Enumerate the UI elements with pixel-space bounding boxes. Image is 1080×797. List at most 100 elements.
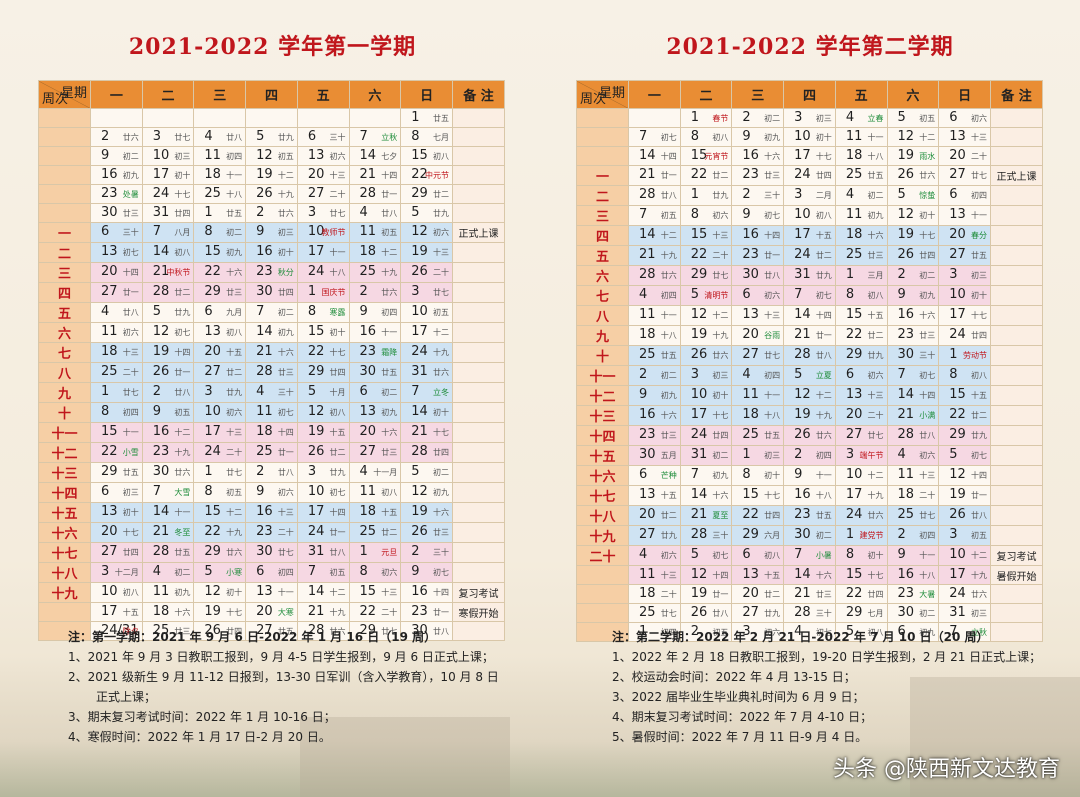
date-number: 20 bbox=[204, 344, 221, 359]
day-cell: 29 廿六 bbox=[193, 542, 247, 563]
lunar-label: 十七 bbox=[433, 428, 449, 437]
row-note bbox=[452, 542, 505, 563]
lunar-label: 十九 bbox=[712, 331, 729, 340]
date-number: 5 bbox=[256, 129, 265, 144]
date-number: 22 bbox=[690, 167, 708, 182]
date-number: 13 bbox=[101, 244, 118, 259]
date-number: 13 bbox=[101, 504, 118, 519]
lunar-label: 劳动节 bbox=[963, 351, 987, 360]
lunar-label: 清明节 bbox=[704, 291, 729, 300]
lunar-label: 十四 bbox=[174, 348, 191, 357]
day-cell: 8 初四 bbox=[90, 402, 143, 423]
lunar-label: 立夏 bbox=[815, 371, 832, 380]
corner-header: 星期 周次 bbox=[38, 80, 91, 109]
date-number: 7 bbox=[411, 384, 420, 399]
lunar-label: 三月 bbox=[867, 271, 884, 280]
day-cell: 24/31 除夕 bbox=[90, 621, 143, 641]
lunar-label: 廿一 bbox=[660, 171, 677, 180]
day-cell: 18 十五 bbox=[348, 502, 402, 523]
calendar-row: 十七 27 廿四 28 廿五 29 廿六 30 廿七 31 廿八 1 元旦 2 三十 bbox=[38, 542, 505, 563]
day-cell: 12 十四 bbox=[679, 565, 733, 585]
week-number: 十八 bbox=[38, 562, 91, 583]
day-cell: 6 芒种 bbox=[628, 465, 681, 486]
day-cell: 2 初二 bbox=[886, 265, 940, 286]
day-cell: 28 廿八 bbox=[783, 345, 836, 366]
day-cell: 11 初九 bbox=[834, 205, 888, 226]
day-cell: 11 初五 bbox=[348, 222, 402, 243]
lunar-label: 八月 bbox=[174, 228, 191, 237]
day-cell: 22 十六 bbox=[193, 262, 247, 283]
date-number: 14 bbox=[152, 244, 170, 259]
lunar-label: 廿九 bbox=[764, 609, 781, 618]
date-number: 18 bbox=[152, 604, 170, 619]
lunar-label: 廿三 bbox=[660, 431, 677, 440]
row-note bbox=[452, 184, 505, 204]
day-cell: 2 初二 bbox=[628, 365, 681, 386]
lunar-label: 廿三 bbox=[433, 528, 449, 537]
lunar-label: 七月 bbox=[867, 609, 884, 618]
lunar-label: 元旦 bbox=[381, 548, 398, 557]
lunar-label: 十一 bbox=[226, 171, 243, 180]
date-number: 27 bbox=[256, 623, 273, 638]
lunar-label: 初四 bbox=[815, 451, 832, 460]
day-cell: 1 初四 bbox=[628, 622, 681, 642]
day-cell: 9 初九 bbox=[731, 127, 785, 147]
date-number: 29 bbox=[411, 186, 428, 201]
date-number: 18 bbox=[639, 327, 656, 342]
date-number: 22 bbox=[690, 247, 708, 262]
week-number: 一 bbox=[38, 222, 91, 243]
calendar-row: 7 初七 8 初八 9 初九 10 初十 11 十一 12 十二 13 十三 bbox=[576, 127, 1043, 147]
date-number: 13 bbox=[742, 307, 759, 322]
row-note bbox=[452, 262, 505, 283]
row-note bbox=[452, 242, 505, 263]
week-number bbox=[576, 584, 629, 604]
week-number: 十七 bbox=[38, 542, 91, 563]
day-header: 五 bbox=[834, 80, 888, 109]
day-cell: 27 二十 bbox=[296, 184, 350, 204]
calendar-row: 十四 6 初三 7 大雪 8 初五 9 初六 10 初七 11 初八 12 初九 bbox=[38, 482, 505, 503]
lunar-label: 廿七 bbox=[277, 548, 294, 557]
date-number: 3 bbox=[794, 187, 803, 202]
calendar-row: 三 7 初五 8 初六 9 初七 10 初八 11 初九 12 初十 13 十一 bbox=[576, 205, 1043, 226]
date-number: 15 bbox=[101, 424, 118, 439]
lunar-label: 廿八 bbox=[764, 271, 781, 280]
day-cell: 13 初七 bbox=[90, 242, 143, 263]
lunar-label: 廿二 bbox=[329, 448, 346, 457]
day-cell: 8 初二 bbox=[193, 222, 247, 243]
day-cell: 26 十九 bbox=[245, 184, 298, 204]
date-number: 24/31 bbox=[101, 623, 139, 638]
lunar-label: 二十 bbox=[329, 190, 346, 199]
date-number: 26 bbox=[152, 364, 170, 379]
date-number: 12 bbox=[690, 567, 708, 582]
calendar-row: 30 廿三 31 廿四 1 廿五 2 廿六 3 廿七 4 廿八 5 廿九 bbox=[38, 203, 505, 223]
day-cell: 16 十八 bbox=[783, 485, 836, 506]
date-number: 25 bbox=[152, 623, 170, 638]
date-number: 23 bbox=[897, 586, 915, 601]
day-cell: 12 十四 bbox=[938, 465, 991, 486]
date-number: 17 bbox=[204, 424, 221, 439]
date-number: 6 bbox=[204, 304, 213, 319]
calendar-row: 八 25 二十 26 廿一 27 廿二 28 廿三 29 廿四 30 廿五 31 廿六 bbox=[38, 362, 505, 383]
date-number: 8 bbox=[204, 224, 213, 239]
lunar-label: 初二 bbox=[815, 531, 832, 540]
day-cell: 23 十九 bbox=[141, 442, 195, 463]
week-number bbox=[38, 621, 91, 641]
date-number: 14 bbox=[256, 324, 273, 339]
lunar-label: 十四 bbox=[329, 508, 346, 517]
day-cell: 12 十二 bbox=[679, 305, 733, 326]
lunar-label: 初九 bbox=[660, 391, 677, 400]
lunar-label: 廿四 bbox=[122, 548, 139, 557]
row-note bbox=[452, 422, 505, 443]
day-cell: 20 廿二 bbox=[628, 505, 681, 526]
calendar-row: 十五 30 五月 31 初二 1 初三 2 初四 3 端午节 4 初六 5 初七 bbox=[576, 445, 1043, 466]
lunar-label: 初三 bbox=[971, 609, 987, 618]
day-cell: 1 初三 bbox=[731, 445, 785, 466]
lunar-label: 十九 bbox=[277, 190, 294, 199]
lunar-label: 廿五 bbox=[867, 171, 884, 180]
lunar-label: 十三 bbox=[122, 348, 139, 357]
calendar-row: 24/31 除夕 25 廿三 26 廿四 27 廿五 28 廿六 29 廿七 30 廿八 bbox=[38, 621, 505, 641]
day-cell: 13 初九 bbox=[348, 402, 402, 423]
date-number: 15 bbox=[359, 584, 377, 599]
day-cell: 12 初七 bbox=[141, 322, 195, 343]
day-cell: 19 廿一 bbox=[679, 584, 733, 604]
